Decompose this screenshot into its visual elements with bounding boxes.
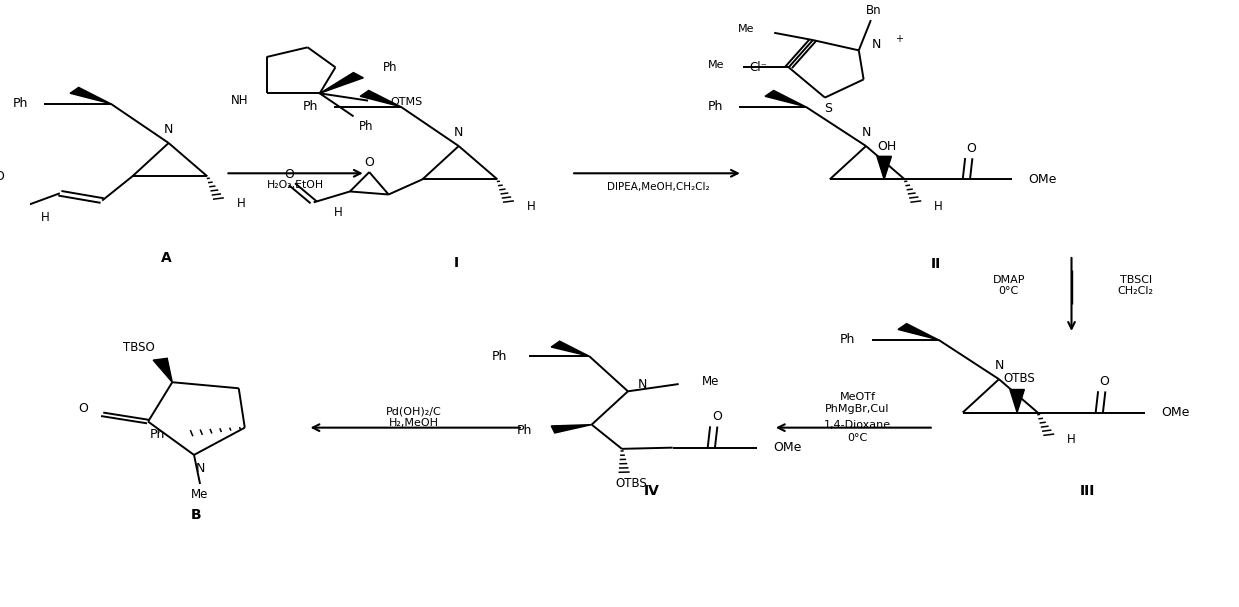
- Text: OH: OH: [877, 140, 896, 152]
- Text: H: H: [41, 211, 50, 224]
- Text: OTBS: OTBS: [616, 478, 648, 490]
- Text: MeOTf: MeOTf: [840, 392, 876, 402]
- Text: NH: NH: [232, 94, 249, 107]
- Text: S: S: [825, 102, 833, 115]
- Text: O: O: [1099, 375, 1109, 388]
- Text: N: N: [861, 126, 871, 139]
- Text: 1,4-Dioxane: 1,4-Dioxane: [824, 419, 891, 430]
- Text: Me: Me: [701, 375, 719, 388]
- Text: Ph: Ph: [302, 100, 317, 113]
- Text: O: O: [285, 168, 295, 181]
- Text: TBSCl
CH₂Cl₂: TBSCl CH₂Cl₂: [1118, 274, 1154, 296]
- Text: H: H: [934, 200, 943, 213]
- Text: II: II: [930, 257, 942, 271]
- Text: N: N: [995, 359, 1004, 372]
- Text: Pd(OH)₂/C: Pd(OH)₂/C: [387, 406, 442, 416]
- Text: N: N: [872, 38, 882, 51]
- Text: B: B: [191, 509, 202, 523]
- Text: N: N: [196, 462, 204, 475]
- Text: O: O: [78, 402, 88, 415]
- Text: Me: Me: [738, 24, 755, 34]
- Polygon shape: [361, 90, 400, 107]
- Text: N: N: [638, 378, 647, 390]
- Text: H: H: [527, 200, 535, 213]
- Polygon shape: [877, 157, 891, 179]
- Polygon shape: [320, 72, 363, 93]
- Text: Ph: Ph: [840, 333, 856, 347]
- Text: Ph: Ph: [12, 97, 27, 110]
- Text: +: +: [895, 35, 903, 44]
- Text: O: O: [966, 142, 976, 155]
- Text: PhMgBr,CuI: PhMgBr,CuI: [825, 404, 890, 415]
- Text: Bn: Bn: [866, 4, 881, 17]
- Text: III: III: [1079, 484, 1095, 498]
- Polygon shape: [71, 87, 110, 104]
- Text: DIPEA,MeOH,CH₂Cl₂: DIPEA,MeOH,CH₂Cl₂: [607, 181, 710, 192]
- Text: H: H: [333, 206, 342, 219]
- Text: I: I: [453, 256, 458, 270]
- Text: O: O: [364, 157, 374, 169]
- Text: Ph: Ph: [492, 350, 508, 363]
- Text: O: O: [0, 171, 5, 183]
- Text: IV: IV: [644, 484, 660, 498]
- Polygon shape: [898, 324, 939, 340]
- Polygon shape: [551, 341, 590, 356]
- Text: Me: Me: [707, 61, 725, 70]
- Text: TBSO: TBSO: [123, 341, 155, 354]
- Text: OMe: OMe: [1028, 173, 1057, 186]
- Text: DMAP
0°C: DMAP 0°C: [992, 274, 1025, 296]
- Text: OTMS: OTMS: [390, 98, 422, 107]
- Text: H₂,MeOH: H₂,MeOH: [389, 418, 439, 429]
- Text: H: H: [237, 197, 245, 210]
- Text: Ph: Ph: [150, 429, 166, 441]
- Text: N: N: [453, 126, 463, 139]
- Text: Ph: Ph: [358, 120, 373, 133]
- Text: OMe: OMe: [773, 441, 802, 454]
- Text: Me: Me: [191, 488, 208, 501]
- Text: A: A: [161, 251, 171, 265]
- Text: 0°C: 0°C: [847, 433, 867, 443]
- Text: OTBS: OTBS: [1004, 372, 1036, 385]
- Text: H: H: [1067, 433, 1075, 446]
- Polygon shape: [764, 90, 805, 107]
- Text: OMe: OMe: [1161, 406, 1189, 419]
- Polygon shape: [1010, 390, 1025, 413]
- Text: N: N: [164, 123, 173, 136]
- Text: Ph: Ph: [383, 61, 396, 75]
- Text: H₂O₂,EtOH: H₂O₂,EtOH: [266, 180, 325, 191]
- Text: Ph: Ph: [707, 100, 722, 113]
- Text: Ph: Ph: [517, 424, 532, 437]
- Polygon shape: [551, 425, 592, 433]
- Text: Cl⁻: Cl⁻: [750, 61, 767, 74]
- Text: O: O: [712, 410, 722, 423]
- Polygon shape: [154, 358, 172, 382]
